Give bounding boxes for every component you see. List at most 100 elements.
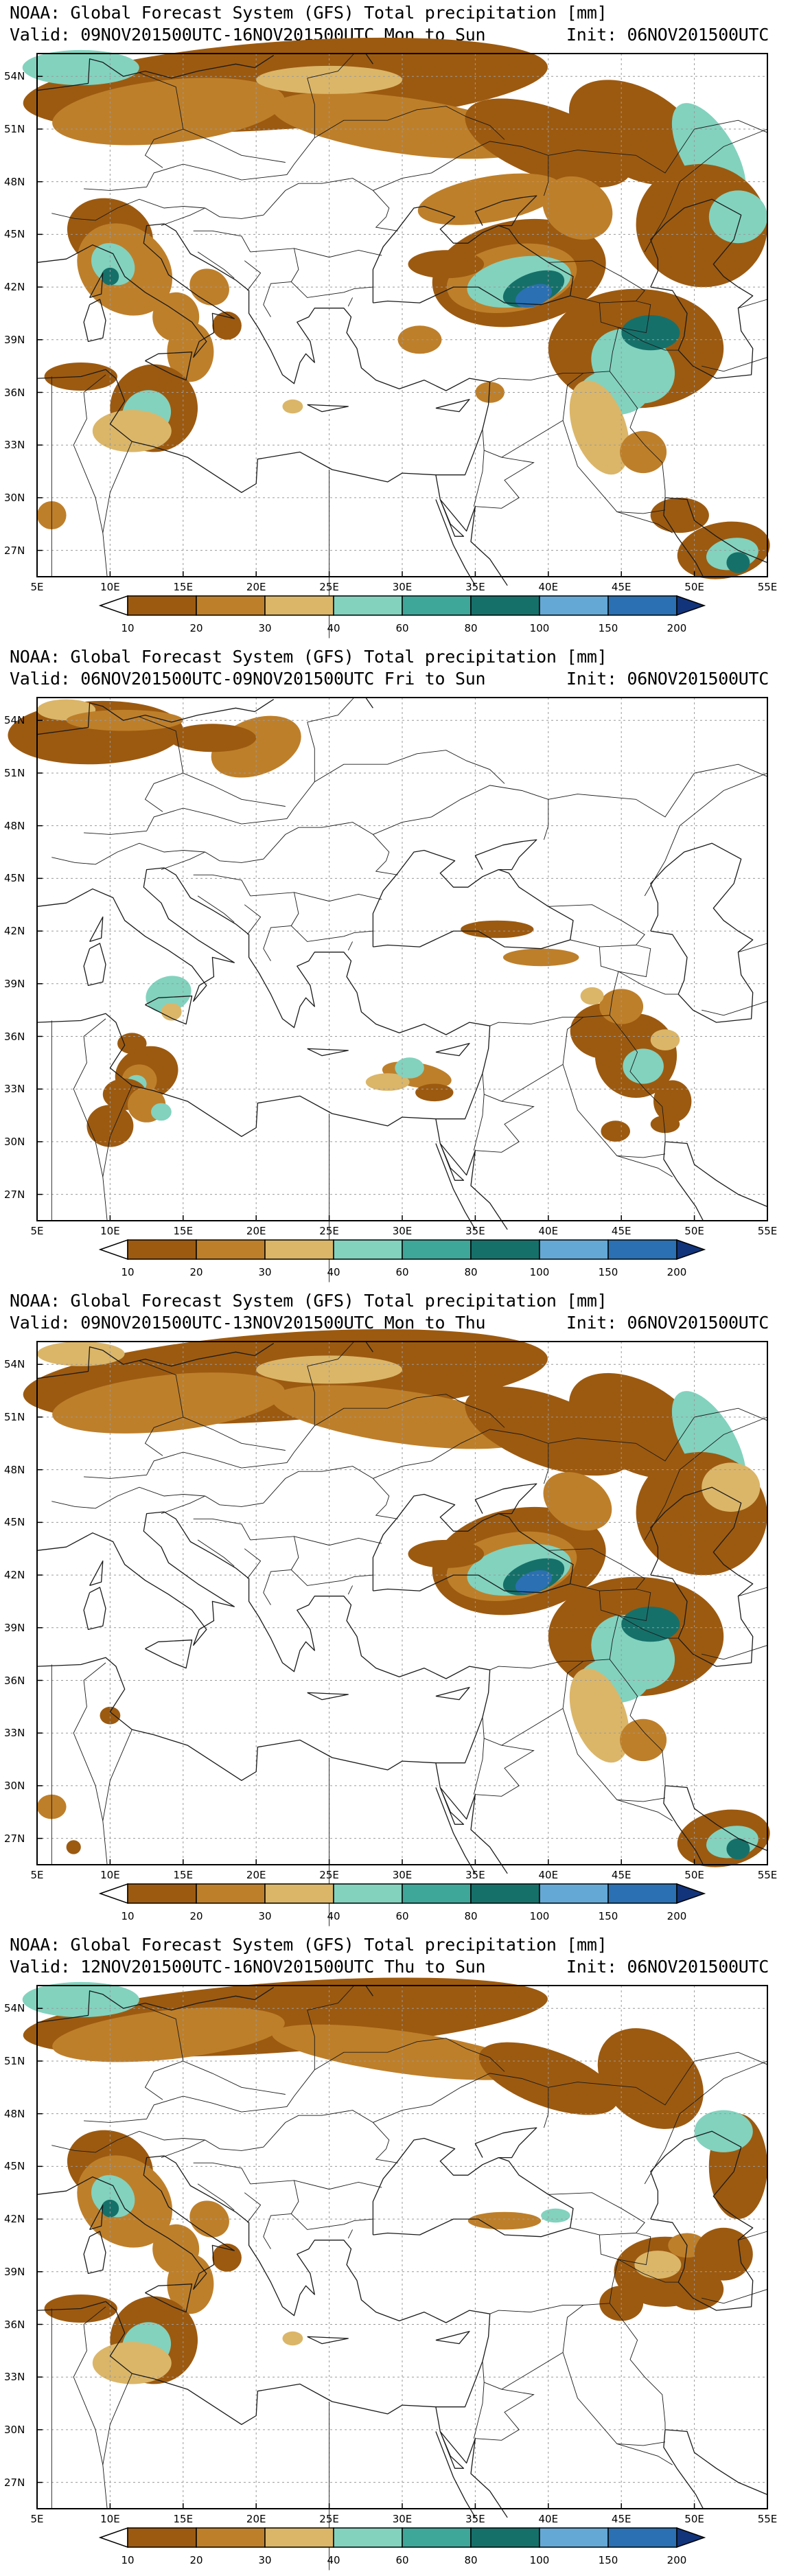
precipitation-area — [272, 92, 533, 159]
precipitation-area — [8, 700, 183, 765]
colorbar-label: 40 — [327, 2554, 340, 2566]
coastline — [36, 867, 491, 1137]
forecast-panel: NOAA: Global Forecast System (GFS) Total… — [0, 1288, 788, 1932]
coastline — [650, 842, 754, 1023]
colorbar-over-triangle — [676, 2527, 706, 2549]
coastline — [36, 223, 491, 493]
lon-label: 15E — [173, 1225, 194, 1237]
precipitation-area — [146, 976, 192, 1013]
country-border — [473, 1738, 485, 1795]
precipitation-area — [650, 1115, 680, 1134]
coastline — [650, 198, 754, 379]
precipitation-area — [620, 430, 667, 474]
precipitation-area — [694, 2110, 753, 2152]
country-border — [541, 1548, 645, 1594]
country-border — [307, 697, 355, 723]
country-border — [373, 141, 549, 196]
coastline — [307, 2336, 349, 2345]
coastline — [372, 1493, 574, 1594]
country-border — [51, 822, 398, 875]
coastline — [307, 404, 349, 413]
lat-label: 54N — [4, 714, 25, 727]
country-border — [541, 904, 645, 950]
country-border — [702, 1000, 768, 1016]
coastline — [435, 1762, 508, 1874]
colorbar-box — [402, 1883, 472, 1904]
country-border — [290, 925, 373, 942]
precipitation-area — [726, 552, 750, 573]
precipitation-area — [580, 987, 604, 1005]
lon-label: 25E — [319, 1225, 339, 1237]
precipitation-area — [37, 1342, 125, 1366]
country-border — [618, 1615, 679, 1639]
lon-label: 10E — [100, 2513, 120, 2525]
precipitation-colorbar — [98, 1883, 706, 1905]
coastline — [435, 499, 476, 586]
precipitation-area — [256, 65, 402, 94]
country-border — [644, 772, 768, 897]
lon-label: 50E — [684, 2513, 704, 2525]
lon-label: 25E — [319, 2513, 339, 2525]
country-border — [314, 750, 505, 784]
colorbar-label: 10 — [121, 1910, 135, 1922]
colorbar-label: 200 — [667, 2554, 687, 2566]
country-border — [73, 1662, 106, 1821]
colorbar-label: 200 — [667, 1910, 687, 1922]
lat-label: 51N — [4, 1410, 25, 1423]
coastline — [365, 53, 373, 65]
lat-label: 45N — [4, 228, 25, 241]
coastline — [650, 1486, 754, 1667]
panel-valid-period: Valid: 06NOV201500UTC-09NOV201500UTC Fri… — [10, 669, 486, 689]
precipitation-area — [541, 2208, 570, 2223]
country-border — [738, 2231, 768, 2241]
precipitation-area — [569, 1668, 629, 1763]
coastline — [365, 1341, 373, 1353]
country-border — [84, 2010, 315, 2123]
lat-label: 48N — [4, 1463, 25, 1476]
colorbar-box — [333, 1239, 403, 1260]
precipitation-area — [415, 1083, 454, 1102]
country-border — [197, 251, 235, 279]
colorbar-label: 30 — [258, 2554, 272, 2566]
precipitation-area — [702, 1462, 761, 1512]
country-border — [489, 2235, 619, 2314]
colorbar-label: 20 — [189, 1910, 203, 1922]
country-border — [473, 1094, 485, 1151]
precipitation-area — [151, 1103, 172, 1121]
precipitation-area — [22, 49, 139, 86]
country-border — [73, 2306, 106, 2465]
country-border — [616, 511, 673, 533]
precipitation-map — [8, 697, 768, 1283]
lon-label: 30E — [392, 2513, 413, 2525]
colorbar-label: 20 — [189, 2554, 203, 2566]
colorbar-over-triangle — [676, 595, 706, 617]
colorbar-label: 150 — [598, 1266, 618, 1278]
coastline — [145, 1640, 193, 1669]
country-border — [702, 1644, 768, 1660]
precipitation-area — [467, 2211, 542, 2230]
country-border — [616, 1155, 673, 1177]
precipitation-area — [100, 1706, 121, 1725]
lon-label: 35E — [465, 581, 485, 593]
lon-label: 30E — [392, 581, 413, 593]
colorbar-box — [470, 595, 540, 616]
country-border — [616, 2443, 673, 2465]
country-border — [541, 260, 645, 306]
country-border — [489, 1591, 619, 1670]
lat-label: 48N — [4, 819, 25, 832]
colorbar-box — [127, 2527, 197, 2548]
colorbar-box — [196, 2527, 266, 2548]
country-border — [144, 128, 183, 168]
panel-init-time: Init: 06NOV201500UTC — [566, 1313, 769, 1333]
coastline — [664, 1141, 768, 1221]
lat-label: 36N — [4, 386, 25, 399]
coastline — [372, 2137, 574, 2238]
country-border — [161, 1495, 205, 1515]
country-border — [290, 281, 373, 298]
lon-label: 25E — [319, 1869, 339, 1881]
precipitation-map — [22, 37, 770, 639]
map-gridlines — [37, 54, 767, 577]
lat-label: 30N — [4, 2423, 25, 2436]
colorbar-box — [470, 1883, 540, 1904]
colorbar-label: 80 — [464, 2554, 478, 2566]
